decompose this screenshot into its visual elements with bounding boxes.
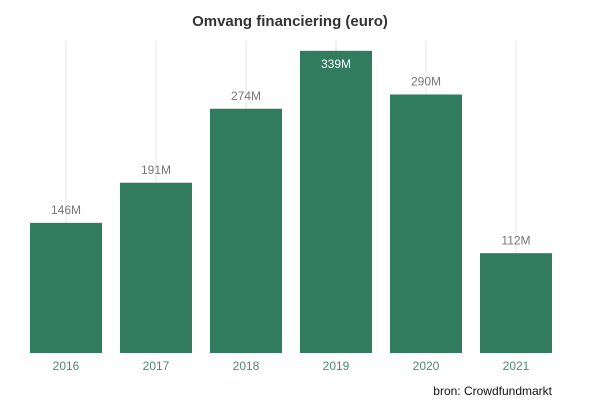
value-label: 112M [501, 233, 530, 247]
bar [120, 182, 192, 353]
value-label: 191M [141, 163, 171, 177]
x-tick-label: 2019 [323, 359, 350, 373]
x-tick-label: 2016 [53, 359, 80, 373]
value-label: 290M [411, 75, 441, 89]
source-note: bron: Crowdfundmarkt [433, 384, 552, 398]
bar [210, 108, 282, 354]
chart-title: Omvang financiering (euro) [192, 13, 388, 30]
bar [300, 50, 372, 353]
value-label: 146M [51, 203, 81, 217]
bar [390, 94, 462, 353]
x-tick-label: 2020 [413, 359, 440, 373]
value-label: 339M [321, 57, 351, 71]
bar [480, 253, 552, 353]
value-label: 274M [231, 89, 261, 103]
bar [30, 222, 102, 353]
x-tick-label: 2021 [503, 359, 530, 373]
x-tick-label: 2018 [233, 359, 260, 373]
x-tick-label: 2017 [143, 359, 170, 373]
